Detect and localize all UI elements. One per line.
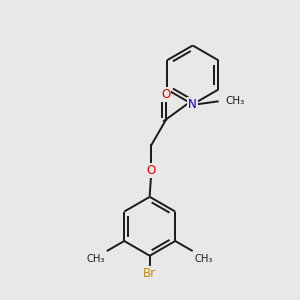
Text: O: O [147,164,156,177]
Text: Br: Br [143,267,156,280]
Text: CH₃: CH₃ [86,254,105,264]
Text: CH₃: CH₃ [195,254,213,264]
Text: CH₃: CH₃ [225,96,244,106]
Text: O: O [161,88,170,101]
Text: N: N [188,98,197,111]
